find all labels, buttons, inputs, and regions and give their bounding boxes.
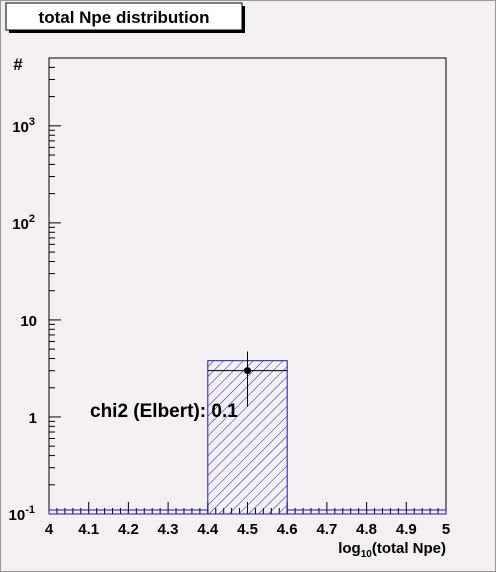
y-tick-exponent: -1	[25, 504, 35, 516]
y-tick-base: 10	[9, 507, 26, 524]
chart-title: total Npe distribution	[39, 8, 210, 27]
plot: 4 4.1 4.2 4.3 4.4 4.5 4.6 4.7 4.8 4.9 510-11101021…	[9, 66, 450, 538]
x-axis-label: log10(total Npe)	[338, 540, 446, 560]
data-point	[244, 367, 251, 375]
x-tick-label: 4.4	[197, 521, 219, 538]
x-label-sub: 10	[361, 549, 373, 560]
x-tick-label: 4.5	[237, 521, 258, 538]
x-label-rest: (total Npe)	[372, 540, 446, 557]
histogram-bar	[366, 509, 447, 515]
x-tick-label: 4.1	[78, 521, 99, 538]
y-tick-base: 10	[12, 119, 29, 136]
x-label-text: log	[338, 540, 361, 557]
y-tick-exponent: 2	[29, 213, 35, 225]
y-axis-label: #	[13, 55, 23, 74]
title-box	[5, 2, 243, 31]
y-tick-label: 10	[20, 313, 37, 330]
x-tick-label: 4.8	[356, 521, 377, 538]
y-tick-label: 10-1	[9, 504, 35, 524]
x-tick-label: 4.3	[158, 521, 179, 538]
y-tick-label: 103	[12, 116, 35, 136]
x-tick-label: 4	[45, 521, 54, 538]
x-tick-label: 4.7	[316, 521, 337, 538]
x-tick-label: 4.6	[277, 521, 298, 538]
y-tick-label: 102	[12, 213, 35, 233]
x-tick-label: 4.2	[118, 521, 139, 538]
y-tick-label: 1	[29, 410, 37, 427]
x-tick-label: 4.9	[396, 521, 417, 538]
y-tick-exponent: 3	[29, 116, 35, 128]
y-tick-base: 10	[12, 216, 29, 233]
annotation: chi2 (Elbert): 0.1	[90, 401, 238, 422]
x-tick-label: 5	[442, 521, 450, 538]
